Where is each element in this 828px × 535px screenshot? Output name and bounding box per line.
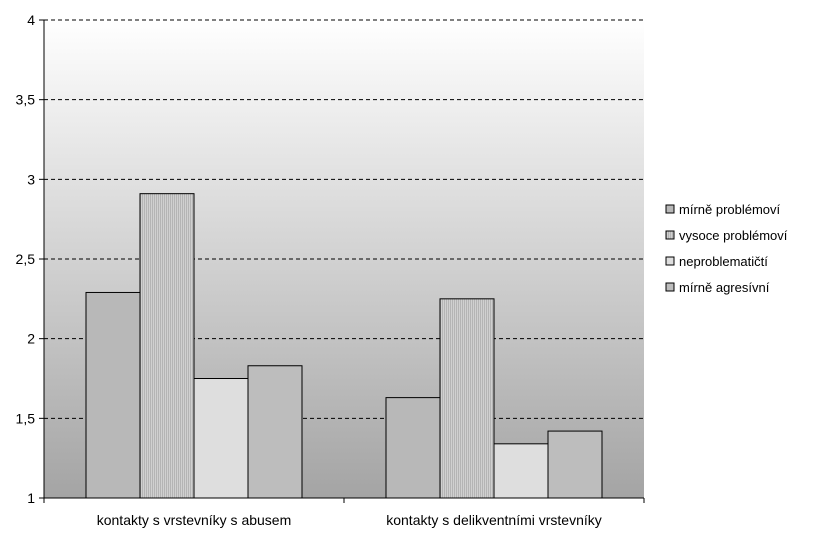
bar [493, 443, 549, 499]
legend-label: neproblematičtí [679, 254, 768, 269]
legend-label: mírně agresívní [679, 280, 770, 295]
legend-swatch [665, 230, 675, 240]
axes [39, 19, 645, 503]
legend-label: mírně problémoví [679, 202, 781, 217]
category-label: kontakty s delikventními vrstevníky [386, 512, 602, 528]
bar [85, 291, 141, 499]
legend-swatch [665, 282, 675, 292]
y-tick-label: 1 [27, 490, 35, 506]
bar [139, 193, 195, 499]
y-tick-label: 4 [27, 12, 35, 28]
y-tick-label: 3 [27, 171, 35, 187]
y-tick-label: 2 [27, 331, 35, 347]
legend-swatch [665, 204, 675, 214]
bar [547, 430, 603, 499]
bar [385, 397, 441, 499]
bars [85, 193, 603, 499]
legend-label: vysoce problémoví [679, 228, 788, 243]
bar [247, 365, 303, 499]
category-label: kontakty s vrstevníky s abusem [97, 512, 292, 528]
y-tick-label: 2,5 [16, 251, 36, 267]
category-labels: kontakty s vrstevníky s abusem kontakty s… [97, 512, 602, 528]
y-tick-label: 3,5 [16, 92, 36, 108]
legend: mírně problémoví vysoce problémoví neprobl… [665, 202, 788, 295]
y-tick-label: 1,5 [16, 410, 36, 426]
y-tick-labels: 1 1,5 2 2,5 3 3,5 4 [16, 12, 36, 506]
bar [439, 298, 495, 499]
legend-swatch [665, 256, 675, 266]
bar [193, 378, 249, 499]
